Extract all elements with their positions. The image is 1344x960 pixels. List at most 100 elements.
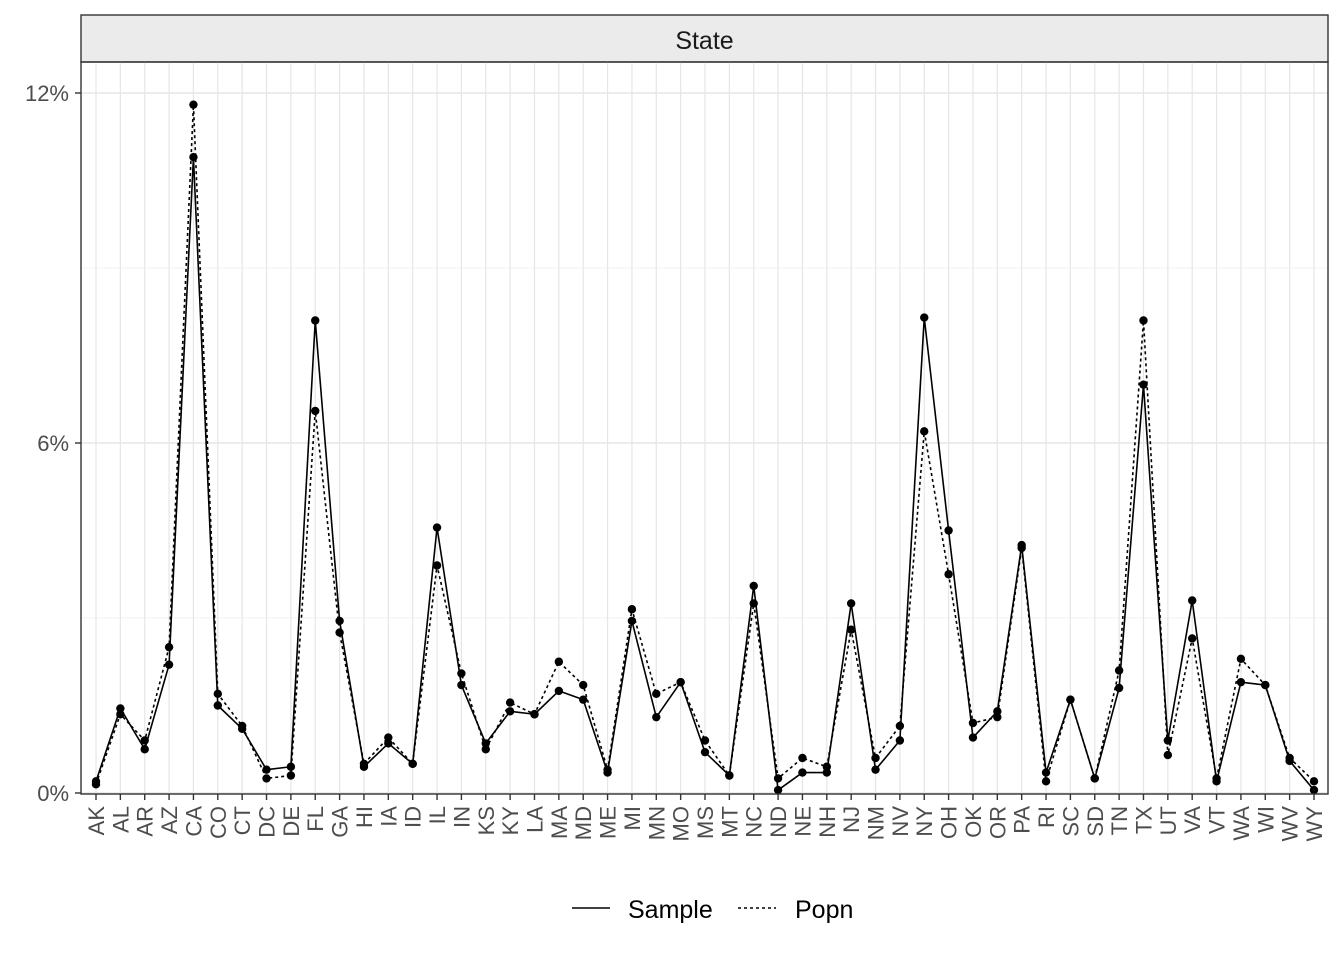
point-sample-ok (968, 733, 978, 742)
point-popn-me (603, 765, 612, 774)
point-popn-pa (1017, 543, 1026, 553)
x-tick-label-nm: NM (864, 806, 889, 840)
x-tick-label-nh: NH (815, 806, 840, 838)
point-popn-or (993, 712, 1002, 722)
point-popn-sc (1066, 695, 1075, 704)
x-axis: AK AL AR AZ CA CO CT DC DE FL GA HI IA ID IL IN KS KY LA MA… (84, 794, 1327, 841)
x-tick-label-tx: TX (1131, 806, 1156, 834)
point-popn-tx (1139, 316, 1148, 325)
x-tick-label-oh: OH (937, 806, 962, 839)
x-tick-label-ks: KS (474, 806, 499, 835)
point-sample-in (457, 680, 466, 690)
series-layer (91, 100, 1319, 795)
point-popn-hi (359, 759, 369, 769)
point-sample-md (579, 695, 588, 704)
point-popn-la (530, 710, 539, 719)
point-popn-nh (822, 762, 831, 771)
point-popn-il (432, 561, 442, 570)
legend-label-sample: Sample (628, 896, 713, 924)
x-tick-label-nc: NC (742, 806, 767, 838)
point-popn-ks (481, 745, 490, 754)
x-tick-label-ga: GA (328, 806, 353, 838)
point-popn-ca (189, 100, 198, 109)
point-sample-va (1188, 596, 1197, 605)
point-popn-nd (773, 774, 783, 783)
x-tick-label-ct: CT (230, 806, 255, 835)
point-popn-ky (505, 698, 515, 707)
point-sample-ga (335, 616, 344, 626)
point-popn-co (213, 689, 222, 699)
point-sample-nj (846, 599, 856, 608)
point-sample-nm (871, 765, 880, 774)
point-sample-ny (920, 313, 929, 322)
point-sample-il (432, 523, 442, 532)
x-tick-label-ar: AR (133, 806, 158, 837)
x-tick-label-ca: CA (181, 806, 206, 837)
legend-label-popn: Popn (795, 896, 853, 924)
point-sample-ia (384, 739, 393, 748)
point-sample-mi (627, 616, 637, 626)
point-popn-ok (968, 718, 978, 728)
point-popn-tn (1114, 666, 1124, 675)
point-popn-al (116, 710, 125, 719)
x-tick-label-wi: WI (1253, 806, 1278, 833)
point-sample-nc (749, 581, 758, 591)
x-tick-label-pa: PA (1010, 806, 1035, 834)
x-tick-label-la: LA (522, 806, 547, 833)
point-popn-fl (311, 406, 320, 416)
facet-strip-label: State (675, 27, 733, 55)
x-tick-label-nd: ND (766, 806, 791, 838)
point-popn-ne (798, 753, 807, 763)
x-tick-label-me: ME (596, 806, 621, 839)
x-tick-label-hi: HI (352, 806, 377, 828)
point-popn-ny (920, 427, 929, 436)
point-popn-in (457, 669, 466, 678)
point-sample-tx (1139, 380, 1148, 389)
point-sample-ca (189, 152, 198, 162)
point-popn-wy (1309, 777, 1319, 786)
point-popn-ar (140, 736, 149, 745)
x-tick-label-wa: WA (1229, 806, 1254, 841)
point-popn-ma (554, 657, 564, 666)
x-tick-label-md: MD (571, 806, 596, 840)
x-tick-label-de: DE (279, 806, 304, 837)
point-sample-ar (140, 745, 149, 754)
point-popn-mt (725, 771, 734, 780)
point-sample-co (213, 701, 222, 710)
point-sample-ky (505, 707, 515, 716)
point-popn-ia (384, 733, 393, 742)
x-tick-label-ia: IA (376, 806, 401, 827)
y-tick-label: 0% (37, 781, 69, 806)
point-sample-or (993, 707, 1002, 716)
point-popn-mi (627, 605, 637, 614)
x-tick-label-or: OR (985, 806, 1010, 839)
x-tick-label-id: ID (401, 806, 426, 828)
point-popn-de (286, 771, 296, 780)
point-sample-fl (311, 316, 320, 325)
x-tick-label-az: AZ (157, 806, 182, 834)
point-sample-wy (1309, 785, 1319, 795)
x-tick-label-fl: FL (303, 806, 328, 832)
point-sample-nv (895, 736, 905, 745)
x-tick-label-ak: AK (84, 806, 109, 836)
y-tick-label: 12% (25, 81, 69, 106)
x-tick-label-ok: OK (961, 806, 986, 838)
point-sample-ut (1163, 736, 1173, 745)
x-tick-label-ma: MA (547, 806, 572, 839)
point-sample-wa (1236, 677, 1246, 687)
x-tick-label-ky: KY (498, 806, 523, 836)
point-popn-mo (676, 677, 685, 687)
point-popn-wv (1285, 753, 1294, 763)
major-gridlines (81, 62, 1328, 794)
point-popn-az (164, 642, 174, 652)
point-popn-id (408, 759, 417, 769)
x-tick-label-ri: RI (1034, 806, 1059, 828)
point-popn-ri (1041, 777, 1051, 786)
x-tick-label-ny: NY (912, 806, 937, 837)
x-tick-label-sd: SD (1083, 806, 1108, 837)
point-popn-ga (335, 628, 344, 637)
x-tick-label-va: VA (1180, 806, 1205, 834)
point-popn-dc (262, 774, 271, 783)
point-sample-ma (554, 686, 564, 696)
x-tick-label-ms: MS (693, 806, 718, 839)
